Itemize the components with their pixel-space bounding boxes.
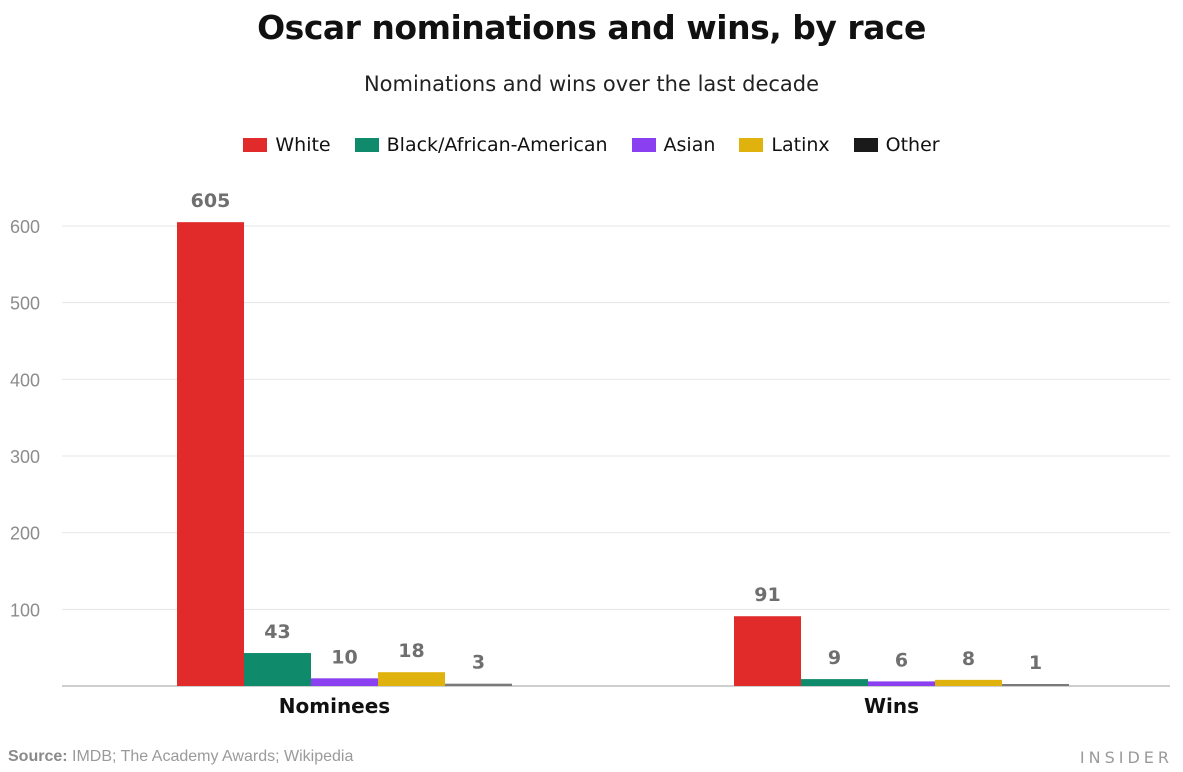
data-label-wins-asian: 6: [895, 649, 908, 671]
y-tick-label-600: 600: [10, 217, 40, 237]
data-label-nominees-asian: 10: [331, 646, 357, 668]
bar-wins-white: [734, 616, 801, 686]
y-tick-label-100: 100: [10, 600, 40, 620]
source-text: IMDB; The Academy Awards; Wikipedia: [72, 748, 354, 765]
bar-wins-latinx: [935, 679, 1002, 686]
chart-subtitle: Nominations and wins over the last decad…: [363, 72, 820, 96]
bar-nominees-other: [445, 683, 512, 686]
legend-item-other: Other: [853, 134, 940, 156]
y-tick-label-300: 300: [10, 447, 40, 467]
bar-nominees-latinx: [378, 672, 445, 686]
y-tick-label-200: 200: [10, 524, 40, 544]
insider-logo: INSIDER: [1079, 748, 1173, 767]
legend-item-latinx: Latinx: [739, 134, 830, 156]
y-tick-label-500: 500: [10, 294, 40, 314]
legend-swatch-asian: [631, 138, 656, 152]
legend-label-white: White: [275, 134, 331, 156]
legend-item-asian: Asian: [631, 134, 716, 156]
data-label-nominees-black-african-american: 43: [264, 621, 290, 643]
data-label-nominees-latinx: 18: [398, 640, 424, 662]
legend-label-other: Other: [885, 134, 940, 156]
legend-label-latinx: Latinx: [771, 134, 830, 156]
legend-swatch-latinx: [739, 138, 764, 152]
x-category-label-wins: Wins: [864, 694, 919, 718]
x-category-label-nominees: Nominees: [279, 694, 390, 718]
legend-label-black-african-american: Black/African-American: [386, 134, 608, 156]
legend-item-black-african-american: Black/African-American: [354, 134, 608, 156]
source-label: Source:: [8, 748, 68, 765]
bar-nominees-black-african-american: [244, 653, 311, 686]
legend-item-white: White: [243, 134, 331, 156]
bar-wins-black-african-american: [801, 679, 868, 686]
data-label-wins-other: 1: [1029, 652, 1042, 674]
data-label-nominees-other: 3: [472, 652, 485, 674]
bar-wins-asian: [868, 681, 935, 686]
legend-label-asian: Asian: [663, 134, 716, 156]
data-label-wins-white: 91: [754, 584, 780, 606]
bar-nominees-asian: [311, 678, 378, 686]
bar-wins-other: [1002, 684, 1069, 686]
legend-swatch-black-african-american: [354, 138, 379, 152]
legend-swatch-other: [853, 138, 878, 152]
data-label-wins-latinx: 8: [962, 648, 975, 670]
chart-title: Oscar nominations and wins, by race: [257, 8, 926, 47]
data-label-nominees-white: 605: [191, 190, 231, 212]
bar-nominees-white: [177, 222, 244, 686]
data-label-wins-black-african-american: 9: [828, 647, 841, 669]
chart-legend: White Black/African-American Asian Latin…: [0, 134, 1183, 156]
source-note: Source: IMDB; The Academy Awards; Wikipe…: [8, 748, 353, 766]
y-tick-label-400: 400: [10, 370, 40, 390]
legend-swatch-white: [243, 138, 268, 152]
